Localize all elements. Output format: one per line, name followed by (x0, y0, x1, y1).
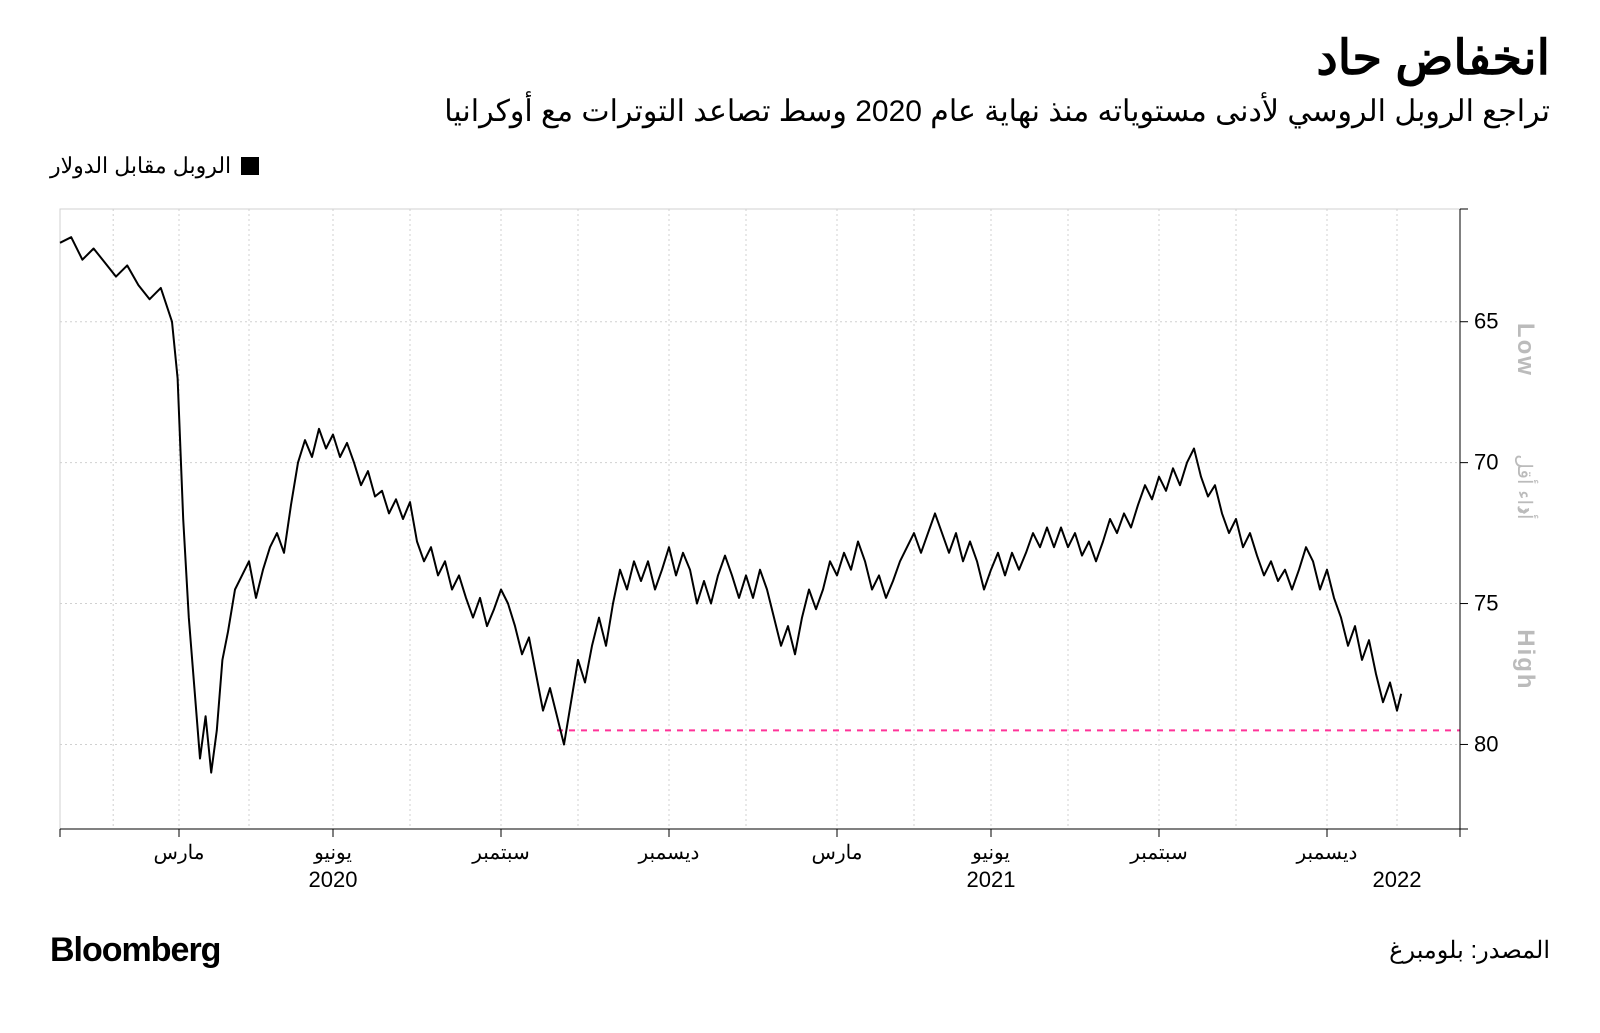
legend-swatch (241, 157, 259, 175)
svg-text:سبتمبر: سبتمبر (471, 842, 529, 864)
source-attribution: المصدر: بلومبرغ (1389, 936, 1550, 965)
svg-text:2022: 2022 (1373, 867, 1422, 892)
chart-title: انخفاض حاد (50, 30, 1550, 86)
svg-text:2020: 2020 (309, 867, 358, 892)
svg-text:80: 80 (1474, 731, 1498, 756)
chart-svg: 65707580Low›أداء أقلHighمارسيونيوسبتمبرد… (50, 199, 1550, 919)
chart-subtitle: تراجع الروبل الروسي لأدنى مستوياته منذ ن… (50, 94, 1550, 129)
svg-text:سبتمبر: سبتمبر (1129, 842, 1187, 864)
svg-text:75: 75 (1474, 591, 1498, 616)
brand-logo: Bloomberg (50, 931, 220, 970)
svg-text:65: 65 (1474, 309, 1498, 334)
svg-text:ديسمبر: ديسمبر (638, 842, 700, 864)
svg-text:أداء أقل: أداء أقل (1513, 454, 1539, 519)
svg-text:70: 70 (1474, 450, 1498, 475)
chart-area: 65707580Low›أداء أقلHighمارسيونيوسبتمبرد… (50, 199, 1550, 919)
chart-legend: الروبل مقابل الدولار (50, 153, 1550, 179)
svg-text:يونيو: يونيو (313, 842, 352, 864)
svg-text:High: High (1512, 629, 1539, 690)
svg-text:2021: 2021 (967, 867, 1016, 892)
svg-text:Low: Low (1512, 323, 1539, 377)
svg-text:يونيو: يونيو (971, 842, 1010, 864)
svg-text:مارس: مارس (812, 842, 863, 864)
svg-text:ديسمبر: ديسمبر (1296, 842, 1358, 864)
legend-label: الروبل مقابل الدولار (50, 153, 231, 179)
svg-text:مارس: مارس (154, 842, 205, 864)
